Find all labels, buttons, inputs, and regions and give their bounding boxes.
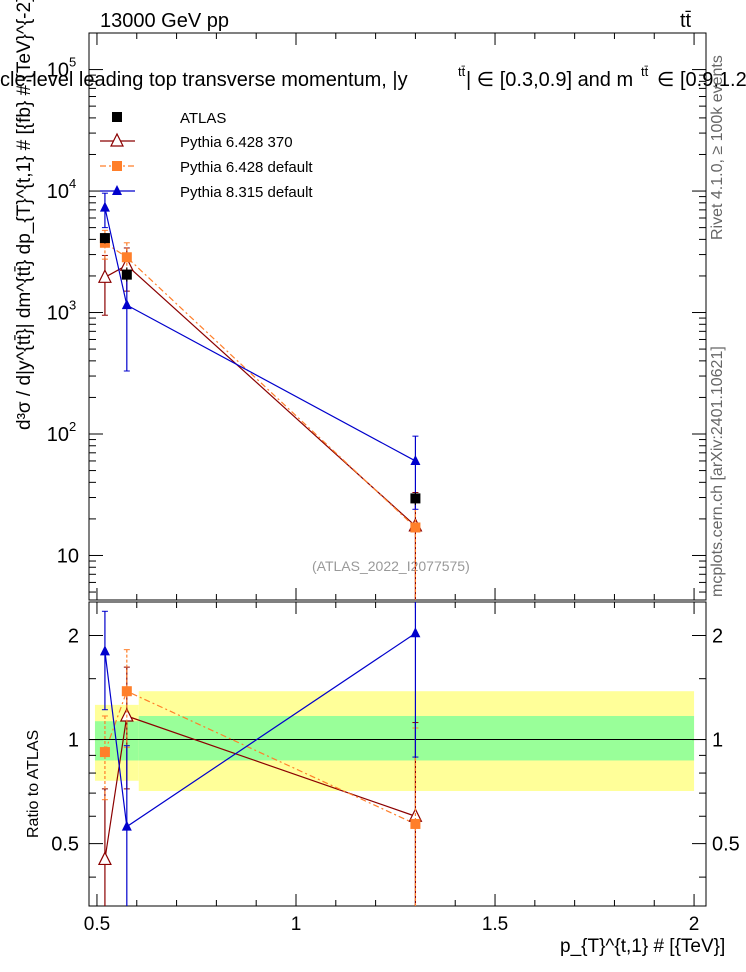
y-tick-label-main: 10 [47,424,69,446]
plot-title-end: ∈ [0.9,1.2] [657,69,746,91]
y-tick-label-main: 10 [47,60,69,82]
plot-title-sup2: tt̄ [641,64,649,79]
rivet-label: Rivet 4.1.0, ≥ 100k events [709,55,726,240]
header-right: tt̄ [680,10,692,32]
main-point-2 [99,201,110,212]
main-point-0 [97,268,112,283]
ratio-point-2 [99,645,110,656]
y-tick-label-ratio-right: 0.5 [712,834,740,856]
legend-marker-2 [112,185,122,195]
ratio-point-0 [97,851,112,866]
ratio-frame [88,601,707,907]
y-tick-label-ratio-right: 1 [712,730,723,752]
y-tick-label-exp: 5 [69,55,76,70]
atlas-point [410,493,421,504]
main-frame [88,32,707,601]
x-tick-label: 2 [689,914,700,935]
plot-title-sup1: tt̄ [458,64,466,79]
ratio-line-1 [104,690,416,825]
analysis-watermark: (ATLAS_2022_I2077575) [312,558,470,574]
atlas-point [121,269,132,280]
legend-marker-1 [112,161,122,171]
x-tick-label: 0.5 [84,914,110,935]
main-point-1 [121,252,132,263]
y-tick-label-ratio: 2 [68,625,79,647]
legend-atlas-marker [112,112,122,122]
y-tick-label-main: 10 [57,545,79,567]
main-point-1 [410,522,421,533]
ratio-point-1 [99,747,110,758]
y-axis-title-main: d³σ / d|y^{tt̄}| dm^{tt̄} dp_{T}^{t,1} #… [14,0,35,430]
main-point-2 [121,299,132,310]
main-line-0 [104,264,416,527]
legend-label-1: Pythia 6.428 default [180,159,313,176]
ratio-point-1 [121,686,132,697]
y-axis-title-ratio: Ratio to ATLAS [25,730,42,838]
y-tick-label-ratio-right: 2 [712,625,723,647]
y-tick-label-ratio: 1 [68,730,79,752]
x-tick-label: 1 [291,914,302,935]
main-point-2 [410,454,421,465]
y-tick-label-ratio: 0.5 [51,834,79,856]
header-left: 13000 GeV pp [100,10,229,32]
legend-atlas-label: ATLAS [180,110,226,127]
plot-title-mid: | ∈ [0.3,0.9] and m [466,69,633,91]
ratio-band-inner-2 [138,715,695,761]
x-axis-title: p_{T}^{t,1} # [{TeV}] [560,936,725,957]
mcplots-label: mcplots.cern.ch [arXiv:2401.10621] [709,346,726,597]
legend-label-0: Pythia 6.428 370 [180,134,293,151]
y-tick-label-exp: 4 [69,176,76,191]
ratio-point-2 [121,820,132,831]
y-tick-label-exp: 3 [69,298,76,313]
legend-label-2: Pythia 8.315 default [180,184,313,201]
y-tick-label-exp: 2 [69,419,76,434]
ratio-point-2 [410,627,421,638]
ratio-point-1 [410,818,421,829]
main-line-2 [104,207,416,462]
main-line-1 [104,242,416,528]
legend-marker-0 [110,132,124,147]
x-tick-label: 1.5 [482,914,508,935]
y-tick-label-main: 10 [47,181,69,203]
atlas-point [99,233,110,244]
y-tick-label-main: 10 [47,303,69,325]
plot-title-start: cle-level leading top transverse momentu… [0,69,408,91]
